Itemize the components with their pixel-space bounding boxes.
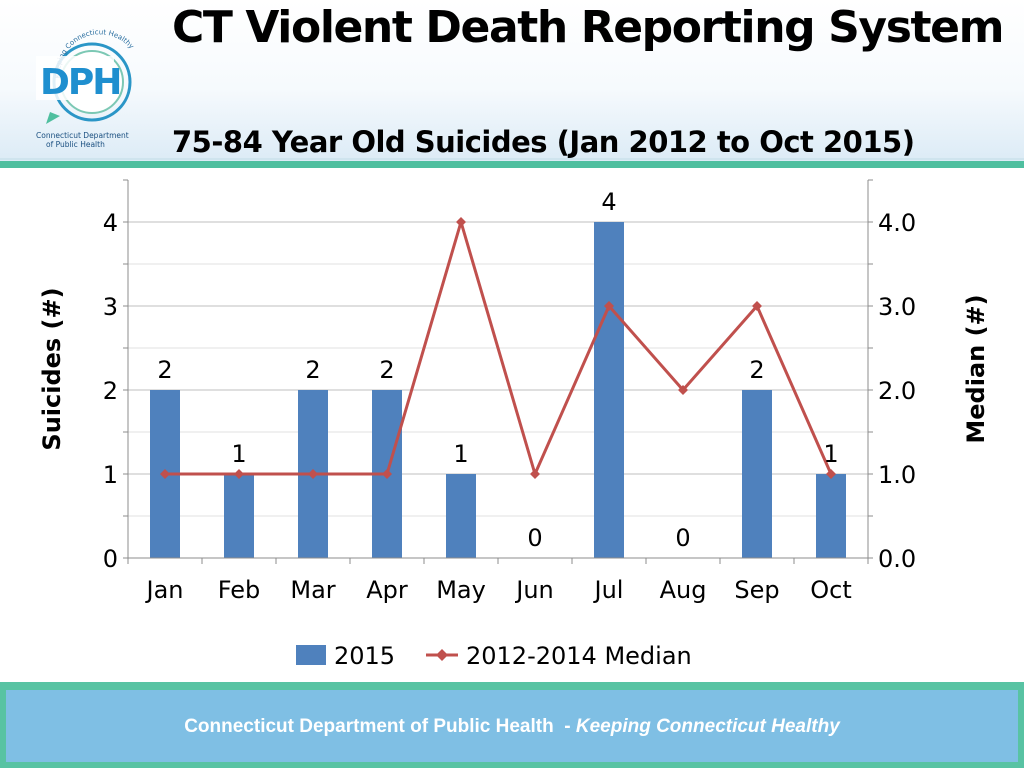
median-line [165, 220, 833, 476]
data-labels: 2 1 2 2 1 0 4 0 2 1 [157, 188, 838, 552]
bar-value-label-feb: 1 [231, 440, 246, 468]
bar-value-label-jan: 2 [157, 356, 172, 384]
median-point-apr [382, 469, 392, 479]
bar-value-label-jun: 0 [527, 524, 542, 552]
footer-tagline: Keeping Connecticut Healthy [575, 716, 840, 737]
x-tick-label-mar: Mar [290, 576, 335, 604]
x-tick-label-may: May [436, 576, 486, 604]
median-point-jan [160, 469, 170, 479]
slide-title: CT Violent Death Reporting System [172, 2, 1004, 53]
footer-band: Connecticut Department of Public Health … [6, 690, 1018, 762]
legend: 2015 2012-2014 Median [296, 642, 692, 670]
chart-title: 75-84 Year Old Suicides (Jan 2012 to Oct… [172, 125, 915, 159]
median-point-mar [308, 469, 318, 479]
x-tick-label-sep: Sep [734, 576, 779, 604]
y-tick-label-right: 2.0 [878, 377, 916, 405]
bar-jul [594, 222, 624, 558]
y-tick-label-right: 0.0 [878, 545, 916, 573]
bar-value-label-sep: 2 [749, 356, 764, 384]
y-tick-label-right: 1.0 [878, 461, 916, 489]
y-tick-label-right: 4.0 [878, 209, 916, 237]
footer-org: Connecticut Department of Public Health [184, 716, 554, 737]
median-point-aug [678, 385, 688, 395]
median-point-feb [234, 469, 244, 479]
slide-footer: Connecticut Department of Public Health … [0, 682, 1024, 768]
x-tick-label-jun: Jun [514, 576, 554, 604]
x-tick-label-feb: Feb [218, 576, 261, 604]
axes: 0 1 2 3 4 0.0 1.0 2.0 3.0 4.0 Jan Feb Mar Apr May Jun Ju… [38, 179, 990, 604]
bar-value-label-mar: 2 [305, 356, 320, 384]
x-tick-label-apr: Apr [366, 576, 408, 604]
line-series-median [160, 217, 836, 479]
bar-sep [742, 390, 772, 558]
median-point-sep [752, 301, 762, 311]
y-tick-label-left: 4 [103, 209, 118, 237]
y-tick-label-right: 3.0 [878, 293, 916, 321]
slide-header: Keeping Connecticut Healthy DPH Connecti… [0, 0, 1024, 168]
y-tick-label-left: 0 [103, 545, 118, 573]
bar-may [446, 474, 476, 558]
bar-value-label-jul: 4 [601, 188, 616, 216]
median-point-oct [826, 469, 836, 479]
y-tick-label-left: 3 [103, 293, 118, 321]
legend-marker-median [436, 649, 448, 661]
legend-label-median: 2012-2014 Median [466, 642, 692, 670]
y-tick-label-left: 2 [103, 377, 118, 405]
svg-text:of Public Health: of Public Health [46, 140, 105, 149]
y-axis-title: Suicides (#) [38, 287, 66, 450]
legend-label-2015: 2015 [334, 642, 395, 670]
median-point-jun [530, 469, 540, 479]
bar-oct [816, 474, 846, 558]
dph-logo: Keeping Connecticut Healthy DPH Connecti… [36, 28, 135, 149]
svg-text:DPH: DPH [40, 62, 120, 103]
bar-feb [224, 474, 254, 558]
bar-value-label-apr: 2 [379, 356, 394, 384]
legend-swatch-2015 [296, 645, 326, 665]
median-point-jul [604, 301, 614, 311]
header-divider [0, 158, 1024, 160]
x-tick-label-aug: Aug [660, 576, 707, 604]
x-tick-label-jan: Jan [145, 576, 184, 604]
x-tick-label-jul: Jul [593, 576, 624, 604]
bar-value-label-aug: 0 [675, 524, 690, 552]
y-tick-label-left: 1 [103, 461, 118, 489]
footer-text: Connecticut Department of Public Health … [6, 716, 1018, 738]
bar-value-label-oct: 1 [823, 440, 838, 468]
x-tick-label-oct: Oct [810, 576, 852, 604]
suicides-chart: 0 1 2 3 4 0.0 1.0 2.0 3.0 4.0 Jan Feb Mar Apr May Jun Ju… [38, 179, 990, 670]
footer-separator: - [564, 716, 571, 737]
median-point-may [456, 217, 466, 227]
svg-text:Connecticut Department: Connecticut Department [36, 131, 129, 140]
bar-value-label-may: 1 [453, 440, 468, 468]
y2-axis-title: Median (#) [962, 294, 990, 443]
